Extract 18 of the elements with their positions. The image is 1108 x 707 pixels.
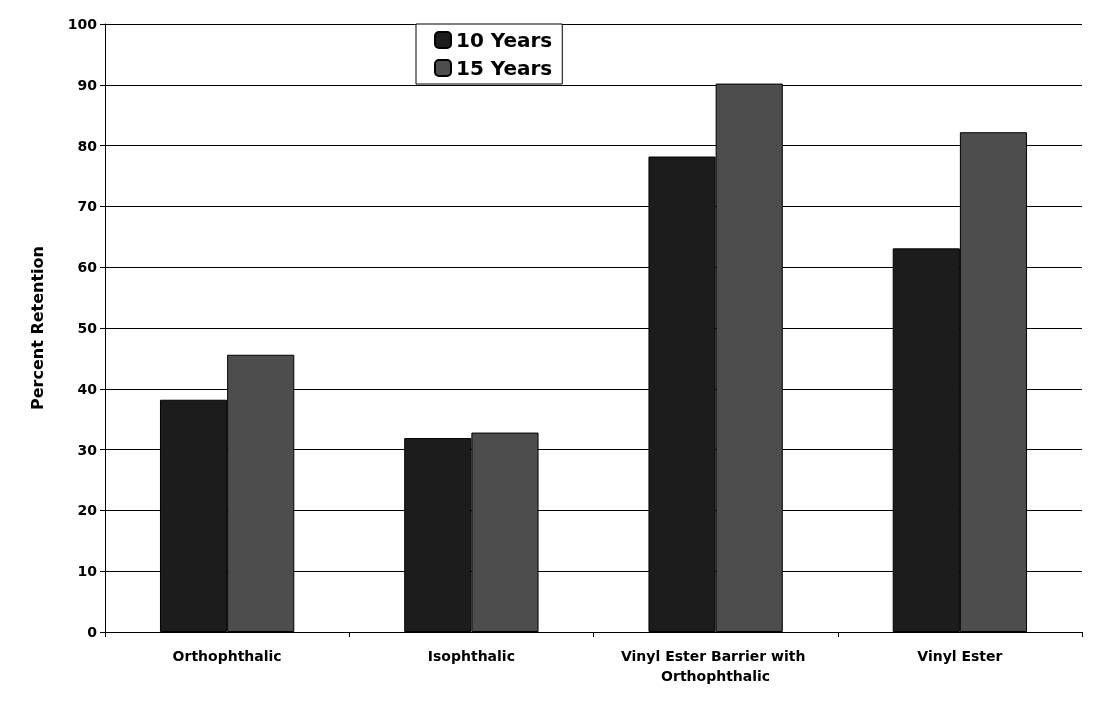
y-tick-label: 40 xyxy=(77,380,98,397)
y-tick-label: 60 xyxy=(77,259,98,276)
y-tick-label: 10 xyxy=(77,563,98,580)
y-tick-label: 50 xyxy=(77,320,98,336)
x-tick-label: Vinyl Ester Barrier with Orthophthalic xyxy=(620,648,811,684)
x-tick-label: Vinyl Ester xyxy=(917,648,1003,664)
y-axis-title: Percent Retention xyxy=(27,246,47,410)
x-tick-label: Orthophthalic xyxy=(172,648,282,664)
y-tick-label: 90 xyxy=(77,76,98,93)
y-tick-label: 100 xyxy=(67,16,98,32)
y-tick-label: 80 xyxy=(77,137,98,154)
y-tick-label: 0 xyxy=(87,624,98,640)
legend-label: 10 Years xyxy=(456,28,553,52)
x-tick-label: Isophthalic xyxy=(427,648,515,664)
legend-label: 15 Years xyxy=(456,56,553,80)
y-tick-label: 70 xyxy=(77,198,98,215)
y-tick-label: 20 xyxy=(77,502,98,519)
y-tick-label: 30 xyxy=(77,441,98,458)
